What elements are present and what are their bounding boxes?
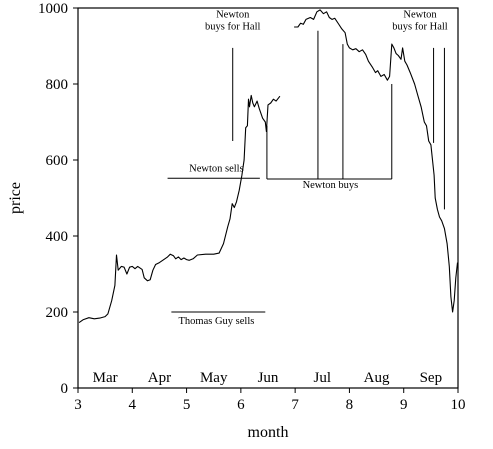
x-tick-label: 7	[291, 397, 299, 413]
month-label: Sep	[420, 370, 443, 386]
y-tick-label: 600	[46, 153, 69, 169]
price-line	[294, 9, 459, 313]
annotation-label: buys for Hall	[392, 22, 447, 33]
month-label: Jul	[314, 370, 332, 386]
x-axis-label: month	[248, 424, 289, 441]
x-tick-label: 5	[183, 397, 191, 413]
x-tick-label: 8	[346, 397, 354, 413]
y-tick-label: 0	[61, 381, 69, 397]
annotation-label: buys for Hall	[205, 22, 260, 33]
x-tick-label: 4	[129, 397, 137, 413]
annotation-label: Newton	[216, 10, 250, 21]
y-tick-label: 800	[46, 77, 69, 93]
x-tick-label: 9	[400, 397, 408, 413]
month-label: Jun	[258, 370, 279, 386]
month-label: May	[200, 370, 228, 386]
plot-frame	[77, 7, 459, 389]
annotation-label: Newton sells	[189, 163, 244, 174]
axes: 3 4 5 6 7 8 9 10 0 200 400 600 800 1000	[38, 1, 466, 413]
month-labels: Mar Apr May Jun Jul Aug Sep	[93, 370, 442, 386]
month-label: Mar	[93, 370, 118, 386]
y-tick-label: 400	[46, 229, 69, 245]
annotation-label: Thomas Guy sells	[179, 316, 255, 327]
month-label: Aug	[364, 370, 390, 386]
annotation-label: Newton buys	[303, 180, 359, 191]
y-tick-label: 1000	[38, 1, 68, 17]
y-axis-label: price	[7, 182, 24, 214]
y-tick-label: 200	[46, 305, 69, 321]
price-series	[78, 9, 459, 324]
month-label: Apr	[148, 370, 171, 386]
price-line	[78, 94, 281, 324]
annotation-label: Newton	[403, 10, 437, 21]
x-tick-label: 10	[451, 397, 466, 413]
x-tick-label: 3	[74, 397, 82, 413]
x-tick-label: 6	[237, 397, 245, 413]
